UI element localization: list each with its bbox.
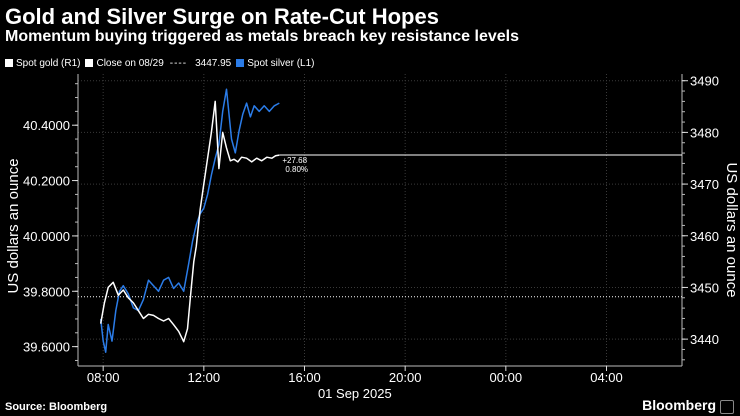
source-note: Source: Bloomberg <box>5 401 108 413</box>
right-tick-label: 3470 <box>690 177 719 192</box>
x-tick-label: 12:00 <box>188 370 221 385</box>
legend-close-label: Close on 08/29 <box>96 57 164 69</box>
right-axis-title: US dollars an ounce <box>723 162 740 297</box>
legend-close-swatch <box>85 59 94 67</box>
silver-series-line <box>99 88 280 353</box>
right-tick-label: 3490 <box>690 74 719 89</box>
chart-subtitle: Momentum buying triggered as metals brea… <box>5 28 519 45</box>
x-tick-label: 20:00 <box>389 370 422 385</box>
left-tick-label: 39.6000 <box>23 340 70 355</box>
x-tick-label: 08:00 <box>87 370 120 385</box>
legend-close-value: 3447.95 <box>195 57 232 69</box>
x-tick-label: 16:00 <box>288 370 321 385</box>
x-tick-label: 04:00 <box>590 370 623 385</box>
right-tick-label: 3460 <box>690 229 719 244</box>
legend-silver-swatch <box>236 59 245 67</box>
legend-silver-label: Spot silver (L1) <box>247 57 315 69</box>
x-date-label: 01 Sep 2025 <box>318 386 392 401</box>
bloomberg-logo: Bloomberg <box>642 397 716 413</box>
left-tick-label: 40.4000 <box>23 118 70 133</box>
left-axis-title: US dollars an ounce <box>5 158 22 293</box>
change-annotation: +27.68 <box>282 156 307 165</box>
right-tick-label: 3440 <box>690 332 719 347</box>
pct-annotation: 0.80% <box>285 165 308 174</box>
legend-gold: Spot gold (R1) <box>5 58 80 69</box>
chart-legend: Spot gold (R1) Close on 08/29 ---- 3447.… <box>5 56 320 70</box>
x-tick-label: 00:00 <box>490 370 523 385</box>
left-tick-label: 40.0000 <box>23 229 70 244</box>
legend-close-dashes: ---- <box>169 57 188 69</box>
gold-series-line <box>99 100 280 343</box>
legend-close: Close on 08/29 ---- 3447.95 <box>85 58 231 69</box>
expand-icon <box>720 400 734 414</box>
left-tick-label: 39.8000 <box>23 284 70 299</box>
left-tick-label: 40.2000 <box>23 174 70 189</box>
right-tick-label: 3450 <box>690 280 719 295</box>
legend-gold-swatch <box>5 59 13 67</box>
chart-title: Gold and Silver Surge on Rate-Cut Hopes <box>5 4 439 29</box>
legend-silver: Spot silver (L1) <box>236 57 315 69</box>
legend-gold-label: Spot gold (R1) <box>16 57 81 69</box>
right-tick-label: 3480 <box>690 125 719 140</box>
